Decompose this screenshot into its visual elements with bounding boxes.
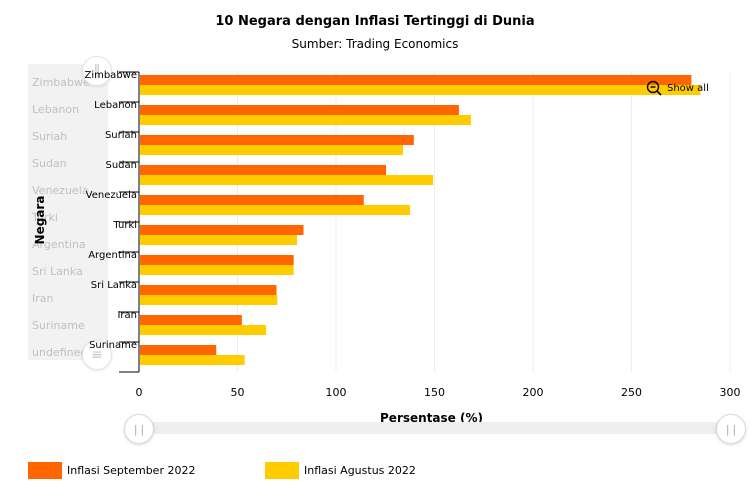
scrollbar-preview-label: undefined xyxy=(32,346,88,359)
legend-label: Inflasi Agustus 2022 xyxy=(304,464,416,477)
y-tick-label: Zimbabwe xyxy=(84,70,137,81)
bar xyxy=(140,105,459,115)
y-tick-label: Venezuela xyxy=(86,190,137,201)
bar xyxy=(140,115,471,125)
scrollbar-preview-label: Turki xyxy=(32,211,58,224)
y-tick-label: Suriah xyxy=(105,130,137,141)
scrollbar-preview-label: Argentina xyxy=(32,238,86,251)
x-tick-label: 200 xyxy=(523,386,544,399)
bar xyxy=(140,195,364,205)
show-all-label: Show all xyxy=(667,82,709,94)
legend-item-agustus[interactable]: Inflasi Agustus 2022 xyxy=(265,462,416,479)
bar xyxy=(140,75,692,85)
scrollbar-preview-label: Suriah xyxy=(32,130,68,143)
scrollbar-preview-label: Zimbabwe xyxy=(32,76,90,89)
bar xyxy=(140,255,294,265)
bar xyxy=(140,85,701,95)
bar xyxy=(140,285,277,295)
scrollbar-preview-label: Iran xyxy=(32,292,54,305)
bar xyxy=(140,345,217,355)
bar xyxy=(140,175,434,185)
bar xyxy=(140,295,278,305)
x-tick-label: 250 xyxy=(621,386,642,399)
x-tick-label: 100 xyxy=(326,386,347,399)
bar xyxy=(140,235,297,245)
x-tick-label: 300 xyxy=(720,386,741,399)
scrollbar-track[interactable] xyxy=(138,422,732,434)
legend-item-september[interactable]: Inflasi September 2022 xyxy=(28,462,195,479)
show-all-button[interactable]: Show all xyxy=(646,80,709,96)
bar xyxy=(140,165,387,175)
y-axis-title: Negara xyxy=(33,196,47,245)
x-axis-title: Persentase (%) xyxy=(380,411,483,425)
legend-label: Inflasi September 2022 xyxy=(67,464,196,477)
grip-icon: || xyxy=(724,422,738,436)
chart-title: 10 Negara dengan Inflasi Tertinggi di Du… xyxy=(215,14,535,29)
zoom-out-icon xyxy=(646,80,662,96)
vertical-scrollbar[interactable]: undefined Suriname Iran Sri Lanka Argentina T… xyxy=(28,56,112,370)
bar xyxy=(140,315,242,325)
scrollbar-preview-label: Sudan xyxy=(32,157,67,170)
x-tick-label: 150 xyxy=(424,386,445,399)
grip-icon: || xyxy=(132,422,146,436)
y-tick-label: Iran xyxy=(117,310,137,321)
bar xyxy=(140,205,411,215)
x-tick-label: 0 xyxy=(136,386,143,399)
scrollbar-preview-label: Venezuela xyxy=(32,184,89,197)
vertical-scroll-handle-bottom[interactable]: ≡ xyxy=(82,340,112,370)
scrollbar-handle-left[interactable]: || xyxy=(124,414,154,444)
bar xyxy=(140,225,304,235)
scrollbar-preview-label: Suriname xyxy=(32,319,85,332)
y-tick-label: Suriname xyxy=(89,340,137,351)
bar xyxy=(140,325,267,335)
y-tick-label: Sudan xyxy=(106,160,138,171)
legend-swatch xyxy=(265,462,299,479)
scrollbar-preview-label: Lebanon xyxy=(32,103,80,116)
scrollbar-preview-label: Sri Lanka xyxy=(32,265,83,278)
bar xyxy=(140,145,403,155)
y-tick-label: Turki xyxy=(112,220,137,231)
horizontal-scrollbar[interactable]: || || xyxy=(124,414,746,444)
menu-icon: ≡ xyxy=(91,347,103,363)
grip-icon: ‖ xyxy=(93,63,101,79)
legend-swatch xyxy=(28,462,62,479)
y-tick-label: Argentina xyxy=(88,250,137,261)
y-tick-label: Lebanon xyxy=(94,100,137,111)
vertical-scroll-handle-top[interactable]: ‖ xyxy=(82,56,112,86)
x-tick-label: 50 xyxy=(231,386,245,399)
bar xyxy=(140,355,245,365)
chart-subtitle: Sumber: Trading Economics xyxy=(291,37,459,51)
bar xyxy=(140,135,414,145)
bar xyxy=(140,265,294,275)
y-tick-label: Sri Lanka xyxy=(91,280,137,291)
scrollbar-handle-right[interactable]: || xyxy=(716,414,746,444)
